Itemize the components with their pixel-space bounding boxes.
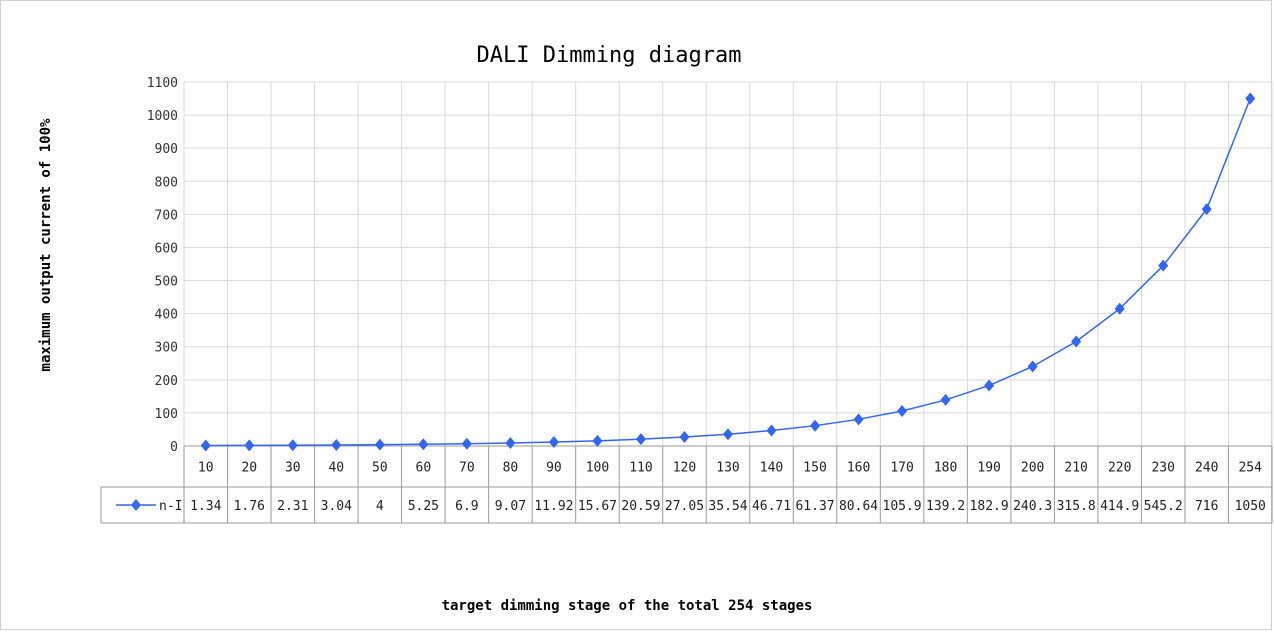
y-tick-label: 1000 bbox=[147, 109, 178, 124]
x-category-label: 200 bbox=[1021, 461, 1044, 476]
table-value-cell: 35.54 bbox=[708, 499, 747, 514]
table-value-cell: 11.92 bbox=[534, 499, 573, 514]
data-point bbox=[723, 428, 733, 441]
table-value-cell: 5.25 bbox=[408, 499, 439, 514]
x-category-label: 90 bbox=[546, 461, 562, 476]
legend-marker-diamond-icon bbox=[131, 499, 141, 511]
y-tick-label: 100 bbox=[155, 407, 178, 422]
x-category-label: 110 bbox=[629, 461, 652, 476]
data-point bbox=[1201, 203, 1212, 216]
x-category-label: 40 bbox=[328, 461, 344, 476]
data-point bbox=[897, 404, 908, 417]
data-point bbox=[200, 439, 211, 452]
x-category-label: 190 bbox=[977, 461, 1000, 476]
table-value-cell: 15.67 bbox=[578, 499, 617, 514]
table-value-cell: 4 bbox=[376, 499, 384, 514]
x-category-label: 230 bbox=[1151, 461, 1174, 476]
table-value-cell: 46.71 bbox=[752, 499, 791, 514]
table-value-cell: 9.07 bbox=[495, 499, 526, 514]
x-category-label: 10 bbox=[198, 461, 214, 476]
y-tick-label: 500 bbox=[155, 275, 178, 290]
x-category-label: 160 bbox=[847, 461, 870, 476]
table-value-cell: 27.05 bbox=[665, 499, 704, 514]
table-value-cell: 20.59 bbox=[621, 499, 660, 514]
y-tick-label: 200 bbox=[155, 374, 178, 389]
data-point bbox=[679, 431, 690, 444]
x-axis-title: target dimming stage of the total 254 st… bbox=[442, 598, 813, 614]
x-category-label: 210 bbox=[1064, 461, 1087, 476]
data-point bbox=[940, 393, 951, 406]
data-point bbox=[1245, 92, 1256, 105]
table-value-cell: 139.2 bbox=[926, 499, 965, 514]
x-category-label: 30 bbox=[285, 461, 301, 476]
y-axis: 0 100 200 300 400 500 600 700 800 900 1000 1100 bbox=[147, 76, 178, 455]
x-category-label: 170 bbox=[890, 461, 913, 476]
series-n-I bbox=[200, 92, 1256, 452]
table-value-cell: 61.37 bbox=[795, 499, 834, 514]
table-value-cell: 80.64 bbox=[839, 499, 878, 514]
data-point bbox=[461, 437, 472, 450]
data-point bbox=[1158, 259, 1169, 272]
x-category-label: 70 bbox=[459, 461, 475, 476]
table-value-cell: 3.04 bbox=[321, 499, 352, 514]
table-value-cell: 1.34 bbox=[190, 499, 221, 514]
x-category-label: 100 bbox=[586, 461, 609, 476]
x-category-label: 20 bbox=[241, 461, 257, 476]
y-tick-label: 800 bbox=[155, 175, 178, 190]
y-tick-label: 900 bbox=[155, 142, 178, 157]
data-point bbox=[418, 438, 429, 451]
x-category-label: 130 bbox=[716, 461, 739, 476]
table-value-cell: 315.8 bbox=[1057, 499, 1096, 514]
x-category-label: 180 bbox=[934, 461, 957, 476]
table-value-cell: 1.76 bbox=[234, 499, 265, 514]
data-point bbox=[244, 439, 255, 452]
table-value-cell: 545.2 bbox=[1144, 499, 1183, 514]
chart-title: DALI Dimming diagram bbox=[477, 43, 742, 68]
data-point bbox=[374, 438, 385, 451]
x-category-label: 140 bbox=[760, 461, 783, 476]
x-category-label: 240 bbox=[1195, 461, 1218, 476]
x-category-label: 60 bbox=[416, 461, 432, 476]
data-point bbox=[287, 439, 298, 452]
data-point bbox=[1027, 360, 1038, 373]
data-point bbox=[810, 419, 821, 432]
x-category-label: 50 bbox=[372, 461, 388, 476]
y-axis-title: maximum output current of 100% bbox=[38, 118, 54, 371]
y-tick-label: 700 bbox=[155, 208, 178, 223]
data-table: 10 1.34 20 1.76 30 2.31 40 3.04 50 4 60 5.25 70 6.9 80… bbox=[100, 445, 1273, 524]
y-tick-label: 1100 bbox=[147, 76, 178, 91]
data-point bbox=[592, 434, 603, 447]
table-value-cell: 105.9 bbox=[883, 499, 922, 514]
table-value-cell: 716 bbox=[1195, 499, 1218, 514]
table-value-cell: 1050 bbox=[1235, 499, 1266, 514]
y-tick-label: 400 bbox=[155, 308, 178, 323]
x-category-label: 220 bbox=[1108, 461, 1131, 476]
data-point bbox=[331, 438, 342, 451]
grid bbox=[183, 81, 1273, 447]
table-value-cell: 6.9 bbox=[455, 499, 478, 514]
table-value-cell: 182.9 bbox=[970, 499, 1009, 514]
y-tick-label: 300 bbox=[155, 341, 178, 356]
x-category-label: 150 bbox=[803, 461, 826, 476]
data-point bbox=[505, 436, 516, 449]
data-point bbox=[548, 436, 559, 449]
table-value-cell: 2.31 bbox=[277, 499, 308, 514]
table-value-cell: 414.9 bbox=[1100, 499, 1139, 514]
data-point bbox=[984, 379, 995, 392]
y-tick-label: 0 bbox=[170, 440, 178, 455]
data-point bbox=[766, 424, 777, 437]
x-category-label: 254 bbox=[1238, 461, 1262, 476]
series-line bbox=[205, 98, 1251, 447]
x-category-label: 120 bbox=[673, 461, 696, 476]
data-point bbox=[635, 433, 646, 446]
legend-label: n-I bbox=[159, 499, 182, 514]
table-value-cell: 240.3 bbox=[1013, 499, 1052, 514]
data-point bbox=[853, 413, 864, 426]
y-tick-label: 600 bbox=[155, 241, 178, 256]
x-category-label: 80 bbox=[503, 461, 519, 476]
data-point bbox=[1071, 335, 1082, 348]
data-point bbox=[1114, 302, 1125, 315]
